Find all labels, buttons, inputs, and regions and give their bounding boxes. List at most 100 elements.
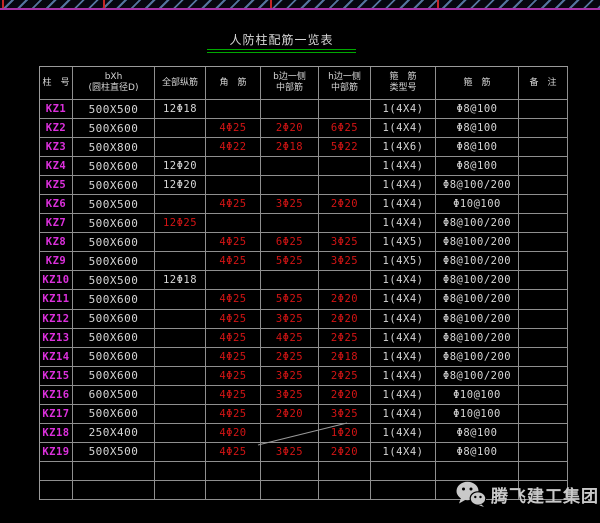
cell-corner: 4Φ25 [206,404,261,424]
cell-corner: 4Φ25 [206,366,261,386]
cell-h: 2Φ20 [319,309,371,329]
cell-bxh: 250X400 [73,423,155,443]
cell-corner: 4Φ25 [206,195,261,215]
cell-b: 2Φ20 [261,119,319,139]
cell-no [40,461,73,481]
cell-corner [206,214,261,234]
cell-h [319,271,371,291]
cell-bxh: 500X500 [73,195,155,215]
cell-type [371,480,436,500]
cell-stirrup [436,461,519,481]
cell-b [261,176,319,196]
cell-all [155,290,206,310]
cell-corner: 4Φ25 [206,442,261,462]
cell-corner: 4Φ25 [206,347,261,367]
cell-stirrup: Φ10@100 [436,195,519,215]
cell-corner: 4Φ20 [206,423,261,443]
cell-bxh: 500X600 [73,328,155,348]
cell-b: 2Φ20 [261,404,319,424]
cell-b [261,423,319,443]
cell-bxh: 500X600 [73,309,155,329]
cell-type: 1(4X4) [371,404,436,424]
cell-remark [519,404,568,424]
cell-all [155,119,206,139]
cell-b: 4Φ25 [261,328,319,348]
cell-stirrup: Φ8@100/200 [436,309,519,329]
cell-corner [206,157,261,177]
cell-no: KZ8 [40,233,73,253]
cell-remark [519,138,568,158]
cell-type: 1(4X4) [371,423,436,443]
cell-type: 1(4X4) [371,214,436,234]
cell-corner: 4Φ25 [206,233,261,253]
cell-b: 3Φ25 [261,442,319,462]
cell-all [155,138,206,158]
cell-bxh [73,480,155,500]
cell-no: KZ6 [40,195,73,215]
cell-type: 1(4X4) [371,309,436,329]
cell-all [155,442,206,462]
cell-no: KZ17 [40,404,73,424]
cell-bxh: 500X500 [73,442,155,462]
header-remark: 备 注 [519,67,568,100]
cell-no: KZ19 [40,442,73,462]
cell-no: KZ5 [40,176,73,196]
cell-all [155,480,206,500]
cell-no: KZ4 [40,157,73,177]
header-all: 全部纵筋 [155,67,206,100]
cell-bxh: 600X500 [73,385,155,405]
cell-type: 1(4X4) [371,328,436,348]
cell-remark [519,176,568,196]
title-underline [207,52,356,53]
cell-type: 1(4X5) [371,252,436,272]
cell-b [261,214,319,234]
cell-bxh: 500X600 [73,233,155,253]
cell-type [371,461,436,481]
cell-b: 2Φ25 [261,347,319,367]
cell-all [155,252,206,272]
cell-h: 2Φ18 [319,347,371,367]
cell-bxh: 500X600 [73,252,155,272]
table-title-block: 人防柱配筋一览表 [207,31,356,55]
cell-all [155,328,206,348]
cell-remark [519,214,568,234]
cell-b: 5Φ25 [261,252,319,272]
cell-stirrup: Φ8@100/200 [436,214,519,234]
header-type: 箍 筋类型号 [371,67,436,100]
cell-stirrup: Φ8@100/200 [436,366,519,386]
cell-no: KZ14 [40,347,73,367]
cell-no: KZ15 [40,366,73,386]
cell-stirrup: Φ8@100/200 [436,176,519,196]
cell-remark [519,195,568,215]
cell-corner: 4Φ25 [206,290,261,310]
cell-remark [519,366,568,386]
cell-type: 1(4X6) [371,138,436,158]
header-b: b边一侧 中部筋 [261,67,319,100]
cell-bxh: 500X600 [73,176,155,196]
cell-no [40,480,73,500]
cell-b [261,100,319,120]
cell-bxh: 500X600 [73,290,155,310]
cell-remark [519,271,568,291]
cell-type: 1(4X4) [371,119,436,139]
cell-stirrup: Φ8@100 [436,119,519,139]
cell-h [319,157,371,177]
cell-stirrup: Φ8@100/200 [436,328,519,348]
cell-remark [519,423,568,443]
cell-b: 5Φ25 [261,290,319,310]
cell-type: 1(4X4) [371,347,436,367]
cell-all [155,347,206,367]
cell-b [261,480,319,500]
cell-type: 1(4X4) [371,100,436,120]
cell-remark [519,157,568,177]
cell-h [319,461,371,481]
cell-b: 3Φ25 [261,366,319,386]
cell-bxh [73,461,155,481]
cell-corner [206,480,261,500]
cell-remark [519,252,568,272]
cell-stirrup: Φ8@100 [436,100,519,120]
cell-type: 1(4X4) [371,157,436,177]
cell-stirrup: Φ8@100/200 [436,290,519,310]
cell-b [261,157,319,177]
